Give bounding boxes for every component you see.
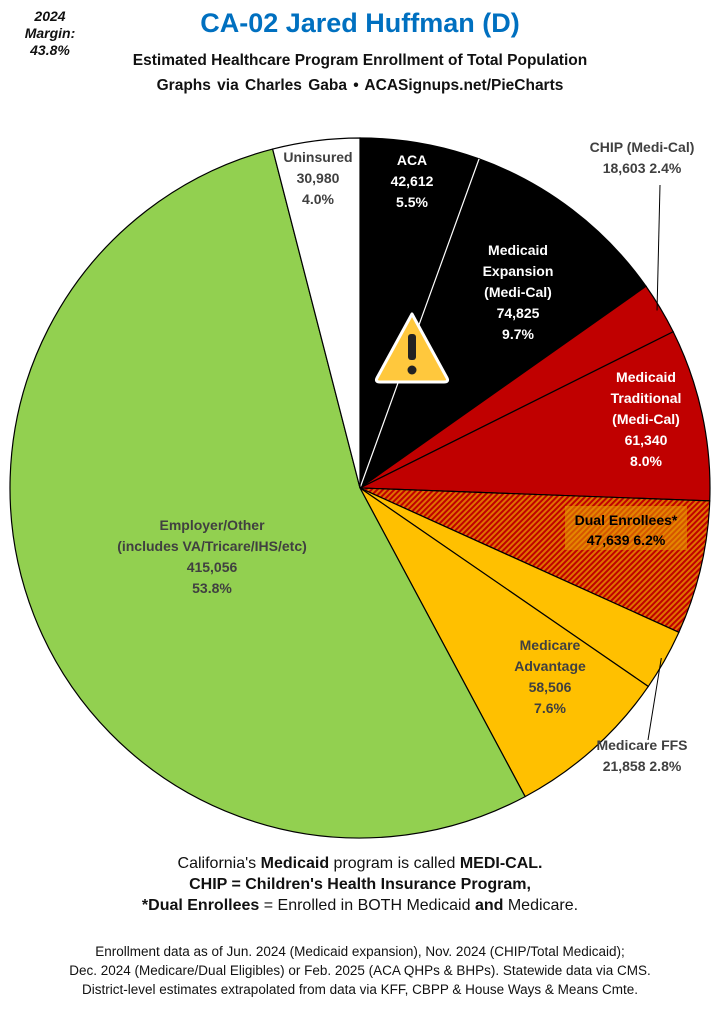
slice-label: Medicare: [520, 637, 581, 653]
slice-label: 21,858 2.8%: [603, 758, 682, 774]
slice-label: 415,056: [187, 559, 238, 575]
slice-label: (Medi-Cal): [612, 411, 680, 427]
chart-credit: Graphs via Charles Gaba • ACASignups.net…: [156, 77, 564, 94]
leader-line: [647, 658, 662, 741]
source-line: Enrollment data as of Jun. 2024 (Medicai…: [95, 944, 625, 959]
pie-slice-uninsured: [271, 137, 361, 489]
note-text: *Dual Enrollees: [141, 897, 260, 914]
slice-label: 58,506: [529, 679, 572, 695]
sources: Enrollment data as of Jun. 2024 (Medicai…: [0, 942, 720, 999]
slice-label: 4.0%: [302, 191, 334, 207]
slice-divider: [359, 158, 480, 489]
slice-label: Medicaid: [488, 242, 548, 258]
margin-value: 43.8%: [30, 42, 70, 58]
slice-label: Expansion: [483, 263, 554, 279]
slice-label: 61,340: [625, 432, 668, 448]
chart-subtitle: Estimated Healthcare Program Enrollment …: [132, 52, 588, 69]
note-text: California's: [177, 855, 261, 872]
note-text: Medicare.: [503, 897, 579, 914]
warning-icon: [374, 312, 450, 384]
chart-title: CA-02 Jared Huffman (D): [200, 8, 520, 38]
slice-label: Advantage: [514, 658, 586, 674]
slice-label: 42,612: [391, 173, 434, 189]
pie-slice-medicaid-expansion-medi-cal-: [358, 158, 647, 490]
slice-label: CHIP (Medi-Cal): [590, 139, 695, 155]
slice-label: 9.7%: [502, 326, 534, 342]
slice-label: Medicare FFS: [596, 737, 687, 753]
margin-label: 2024 Margin: 43.8%: [10, 8, 90, 59]
source-line: District-level estimates extrapolated fr…: [82, 982, 638, 997]
pie-slice-medicaid-traditional-medi-cal-: [359, 330, 711, 502]
slice-label: 53.8%: [192, 580, 232, 596]
slice-label: 5.5%: [396, 194, 428, 210]
slice-label: ACA: [397, 152, 427, 168]
note-text: program is called: [329, 855, 460, 872]
source-line: Dec. 2024 (Medicare/Dual Eligibles) or F…: [69, 963, 651, 978]
pie-slice-medicare-advantage: [359, 487, 650, 798]
slice-label: (includes VA/Tricare/IHS/etc): [117, 538, 307, 554]
slice-label: Employer/Other: [159, 517, 265, 533]
slice-label: 47,639 6.2%: [587, 532, 666, 548]
slice-label: Uninsured: [283, 149, 352, 165]
dual-label-bg: [565, 506, 687, 550]
note-text: and: [474, 897, 504, 914]
note-chip: CHIP = Children's Health Insurance Progr…: [189, 876, 531, 893]
note-medical: California's Medicaid program is called …: [0, 853, 720, 874]
margin-label-text: 2024 Margin:: [24, 8, 76, 41]
note-text: = Enrolled in BOTH Medicaid: [259, 897, 475, 914]
slice-label: Traditional: [611, 390, 682, 406]
slice-label: 8.0%: [630, 453, 662, 469]
slice-label: 7.6%: [534, 700, 566, 716]
pie-slice-employer-other-includes-va-tricare-ihs-etc-: [9, 148, 526, 839]
slice-label: 74,825: [497, 305, 540, 321]
slice-label: 30,980: [297, 170, 340, 186]
notes: California's Medicaid program is called …: [0, 853, 720, 916]
slice-label: Medicaid: [616, 369, 676, 385]
note-text: Medicaid: [260, 855, 330, 872]
slice-label: (Medi-Cal): [484, 284, 552, 300]
note-dual: *Dual Enrollees = Enrolled in BOTH Medic…: [0, 895, 720, 916]
slice-label: Dual Enrollees*: [575, 512, 678, 528]
note-text: MEDI-CAL.: [459, 855, 543, 872]
slice-label: 18,603 2.4%: [603, 160, 682, 176]
leader-line: [656, 184, 661, 311]
